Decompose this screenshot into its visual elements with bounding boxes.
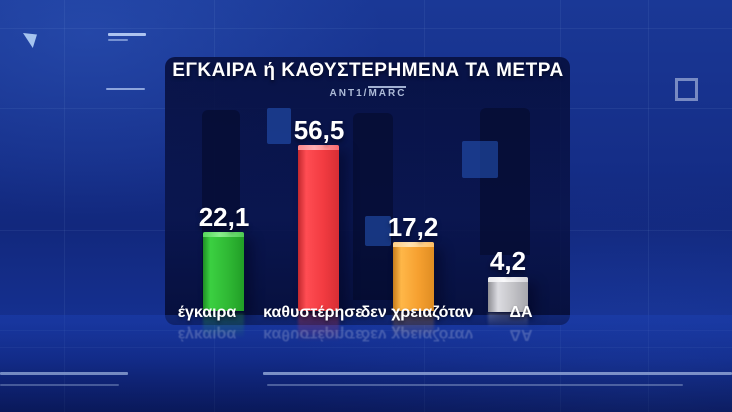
bar-egkaira (203, 232, 244, 311)
bar-kathysterise (298, 145, 339, 311)
bar-reflection (393, 313, 434, 341)
bar-den-xreiazotan (393, 242, 434, 311)
accent-line (0, 384, 119, 386)
background-patch (462, 141, 498, 178)
bar-reflection (488, 313, 528, 331)
background-patch (365, 216, 391, 246)
floor-gradient (0, 315, 732, 412)
accent-line (267, 384, 683, 386)
grid-line-horizontal (0, 347, 732, 348)
accent-line (0, 372, 128, 375)
accent-line (108, 33, 146, 36)
category-label: δεν χρειαζόταν (360, 304, 474, 321)
bar-da (488, 277, 528, 312)
source-prefix: ANT1/ (329, 88, 369, 99)
grid-line-horizontal (0, 330, 732, 331)
category-label: έγκαιρα (177, 304, 237, 321)
value-label: 17,2 (387, 212, 439, 242)
accent-line (106, 88, 145, 90)
category-label: καθυστέρησε (263, 304, 363, 321)
chart-title: ΕΓΚΑΙΡΑ ή ΚΑΘΥΣΤΕΡΗΜΕΝΑ ΤΑ ΜΕΤΡΑ (172, 60, 564, 81)
category-label-reflection: καθυστέρησε (263, 326, 363, 343)
grid-line-horizontal (0, 28, 732, 29)
category-label-reflection: έγκαιρα (177, 326, 237, 343)
category-label-reflection: δεν χρειαζόταν (360, 326, 474, 343)
background-patch (267, 108, 291, 144)
accent-line (108, 39, 128, 41)
category-label-reflection: ΔΑ (509, 326, 533, 343)
bar-reflection (298, 313, 339, 347)
value-label: 22,1 (198, 202, 250, 232)
square-outline-icon (675, 78, 698, 101)
value-label: 56,5 (293, 115, 345, 145)
bar-reflection (203, 313, 244, 343)
accent-line (263, 372, 732, 375)
category-label: ΔΑ (509, 304, 533, 321)
source-brand: MARC (368, 86, 407, 99)
triangle-icon (23, 33, 37, 48)
bar-track (353, 113, 393, 300)
grid-line-vertical (64, 0, 65, 412)
grid-line-vertical (648, 0, 649, 412)
value-label: 4,2 (489, 246, 527, 276)
bar-track (480, 108, 530, 255)
source-attribution: ANT1/MARC (166, 86, 570, 99)
